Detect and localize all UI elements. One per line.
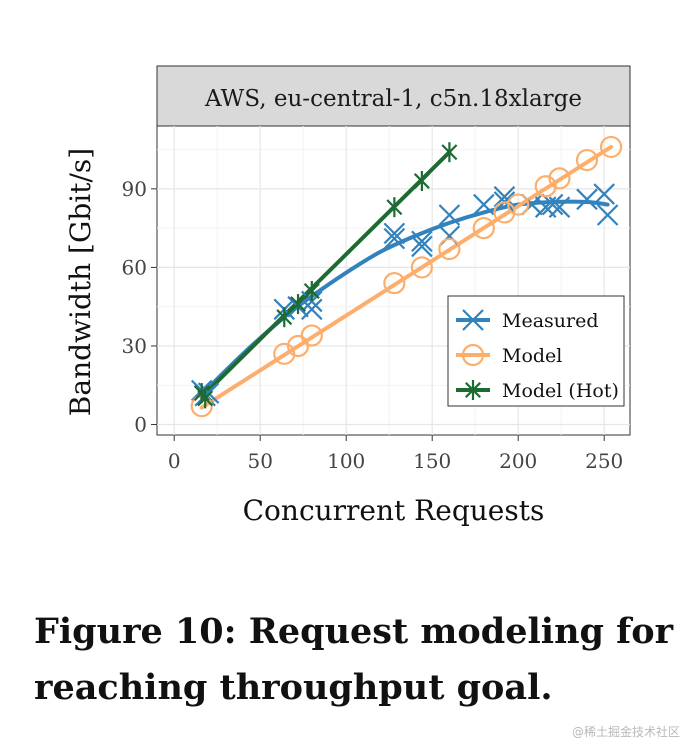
data-point xyxy=(541,193,564,216)
data-point xyxy=(534,175,557,198)
data-point xyxy=(290,294,307,315)
data-point xyxy=(599,135,623,159)
data-point xyxy=(383,227,406,250)
data-point xyxy=(462,309,484,331)
series-model-line xyxy=(199,150,452,400)
data-point xyxy=(383,272,406,295)
data-point xyxy=(383,222,406,245)
data-point xyxy=(461,343,485,367)
data-point xyxy=(465,380,481,400)
data-point xyxy=(410,256,433,279)
data-point xyxy=(438,204,461,226)
x-tick-label: 200 xyxy=(499,449,537,473)
data-point xyxy=(548,196,571,218)
data-point xyxy=(493,185,516,208)
data-point xyxy=(438,237,461,261)
y-axis-ticks: 0 30 60 90 xyxy=(122,177,157,437)
data-point xyxy=(472,217,495,240)
legend-item: Model (Hot) xyxy=(456,380,619,402)
y-tick-label: 0 xyxy=(134,413,147,437)
data-point xyxy=(441,142,458,163)
data-point xyxy=(473,193,495,216)
legend-label: Measured xyxy=(502,310,599,332)
y-tick-label: 90 xyxy=(122,177,147,201)
data-point xyxy=(197,388,214,409)
data-point xyxy=(576,188,598,211)
legend-item: Model xyxy=(456,343,562,367)
data-point xyxy=(575,148,599,172)
x-axis-ticks: 0 50 100 150 200 250 xyxy=(168,435,623,473)
legend-label: Model xyxy=(502,345,562,367)
legend: Measured Model Model (Hot) xyxy=(447,295,625,407)
x-tick-label: 150 xyxy=(413,449,451,473)
data-point xyxy=(493,201,516,224)
y-tick-label: 60 xyxy=(122,255,147,279)
legend-item: Measured xyxy=(456,309,599,332)
data-point xyxy=(301,298,323,321)
data-point xyxy=(507,193,530,216)
watermark: @稀土掘金技术社区 xyxy=(571,725,680,739)
data-point xyxy=(303,280,320,301)
data-point xyxy=(548,167,571,190)
facet-strip xyxy=(156,65,631,127)
facet-title: AWS, eu-central-1, c5n.18xlarge xyxy=(204,86,582,112)
x-tick-label: 100 xyxy=(327,449,365,473)
series-markers xyxy=(190,135,623,418)
data-point xyxy=(386,197,403,218)
legend-label: Model (Hot) xyxy=(502,380,619,402)
data-point xyxy=(411,230,433,252)
data-point xyxy=(301,290,323,313)
data-point xyxy=(276,307,293,328)
figure-caption: Figure 10: Request modeling for reaching… xyxy=(34,611,674,708)
y-axis-label: Bandwidth [Gbit/s] xyxy=(64,148,97,416)
data-point xyxy=(286,334,310,358)
data-point xyxy=(273,342,296,365)
y-tick-label: 30 xyxy=(122,334,147,358)
data-point xyxy=(596,204,619,226)
data-point xyxy=(593,183,615,205)
chart-figure: AWS, eu-central-1, c5n.18xlarge 0 50 100 15… xyxy=(64,65,631,527)
data-point xyxy=(411,235,433,258)
x-axis-label: Concurrent Requests xyxy=(243,494,545,527)
series-model-line xyxy=(199,144,614,410)
data-point xyxy=(300,324,323,347)
data-point xyxy=(413,170,430,191)
x-tick-label: 250 xyxy=(585,449,623,473)
x-tick-label: 0 xyxy=(168,449,181,473)
x-tick-label: 50 xyxy=(247,449,272,473)
